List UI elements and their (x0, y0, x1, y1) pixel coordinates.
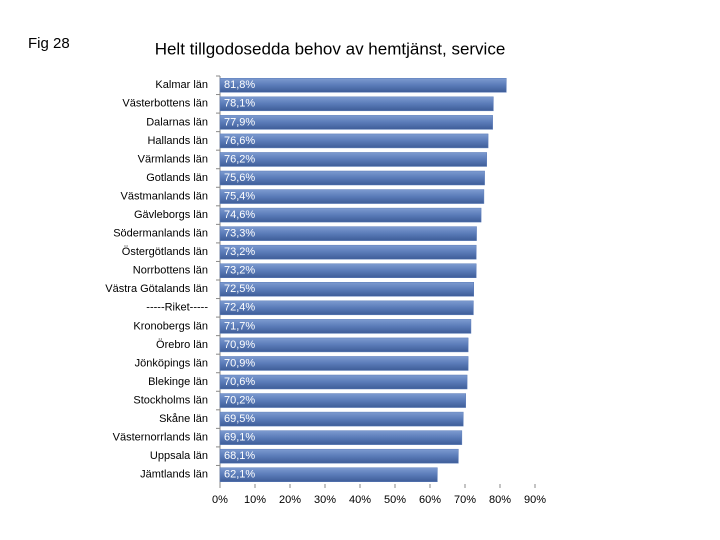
value-label: 74,6% (224, 209, 255, 221)
value-label: 69,5% (224, 413, 255, 425)
value-label: 73,2% (224, 246, 255, 258)
value-label: 73,3% (224, 228, 255, 240)
value-label: 69,1% (224, 432, 255, 444)
y-tick-label: Västerbottens län (122, 98, 208, 110)
y-tick-label: Dalarnas län (146, 116, 208, 128)
x-tick-label: 50% (384, 494, 406, 506)
y-tick-label: Kronobergs län (133, 320, 208, 332)
x-tick-label: 90% (524, 494, 546, 506)
y-tick-label: Södermanlands län (113, 228, 208, 240)
y-tick-label: Stockholms län (133, 394, 208, 406)
y-tick-label: Jämtlands län (140, 469, 208, 481)
y-tick-label: Västernorrlands län (113, 432, 208, 444)
y-tick-label: Skåne län (159, 413, 208, 425)
bar (219, 393, 466, 408)
bar (219, 300, 474, 316)
bar (219, 282, 474, 297)
value-label: 81,8% (224, 79, 255, 91)
bar (219, 374, 468, 390)
x-tick-label: 30% (314, 494, 336, 506)
bar (219, 170, 485, 186)
y-tick-label: Hallands län (147, 135, 208, 147)
bar (219, 244, 477, 260)
x-tick-label: 60% (419, 494, 441, 506)
y-tick-label: Gotlands län (146, 172, 208, 184)
bar (219, 133, 489, 149)
x-tick-label: 80% (489, 494, 511, 506)
value-label: 70,6% (224, 376, 255, 388)
y-tick-label: Värmlands län (138, 153, 208, 165)
bar (219, 448, 459, 464)
value-label: 77,9% (224, 116, 255, 128)
bar (219, 356, 469, 371)
value-label: 68,1% (224, 450, 255, 462)
value-label: 73,2% (224, 265, 255, 277)
value-label: 78,1% (224, 98, 255, 110)
value-label: 70,9% (224, 357, 255, 369)
bar (219, 207, 482, 223)
y-tick-label: Västmanlands län (121, 190, 208, 202)
y-tick-label: Västra Götalands län (105, 283, 208, 295)
bar (219, 411, 464, 427)
y-tick-label: -----Riket----- (146, 302, 208, 314)
y-tick-label: Norrbottens län (133, 265, 208, 277)
bar (219, 263, 477, 278)
value-label: 70,2% (224, 394, 255, 406)
y-tick-label: Blekinge län (148, 376, 208, 388)
value-label: 72,5% (224, 283, 255, 295)
value-label: 75,6% (224, 172, 255, 184)
figure-label: Fig 28 (28, 35, 70, 52)
value-label: 75,4% (224, 190, 255, 202)
bar (219, 337, 469, 353)
chart-title: Helt tillgodosedda behov av hemtjänst, s… (155, 39, 506, 58)
x-tick-label: 0% (212, 494, 228, 506)
x-tick-label: 10% (244, 494, 266, 506)
bar (219, 115, 493, 130)
y-tick-label: Kalmar län (155, 79, 208, 91)
y-tick-label: Östergötlands län (122, 246, 208, 258)
x-tick-label: 20% (279, 494, 301, 506)
y-tick-label: Jönköpings län (135, 357, 208, 369)
value-label: 76,6% (224, 135, 255, 147)
bar (219, 226, 477, 241)
bar (219, 430, 463, 445)
value-label: 72,4% (224, 302, 255, 314)
value-label: 76,2% (224, 153, 255, 165)
value-label: 70,9% (224, 339, 255, 351)
bar (219, 189, 485, 204)
value-label: 62,1% (224, 469, 255, 481)
bar (219, 152, 487, 167)
y-tick-label: Gävleborgs län (134, 209, 208, 221)
y-tick-label: Uppsala län (150, 450, 208, 462)
bar (219, 78, 507, 93)
x-tick-label: 40% (349, 494, 371, 506)
bar (219, 319, 472, 334)
bar (219, 96, 494, 112)
x-tick-label: 70% (454, 494, 476, 506)
bar (219, 467, 438, 482)
value-label: 71,7% (224, 320, 255, 332)
y-tick-label: Örebro län (156, 339, 208, 351)
